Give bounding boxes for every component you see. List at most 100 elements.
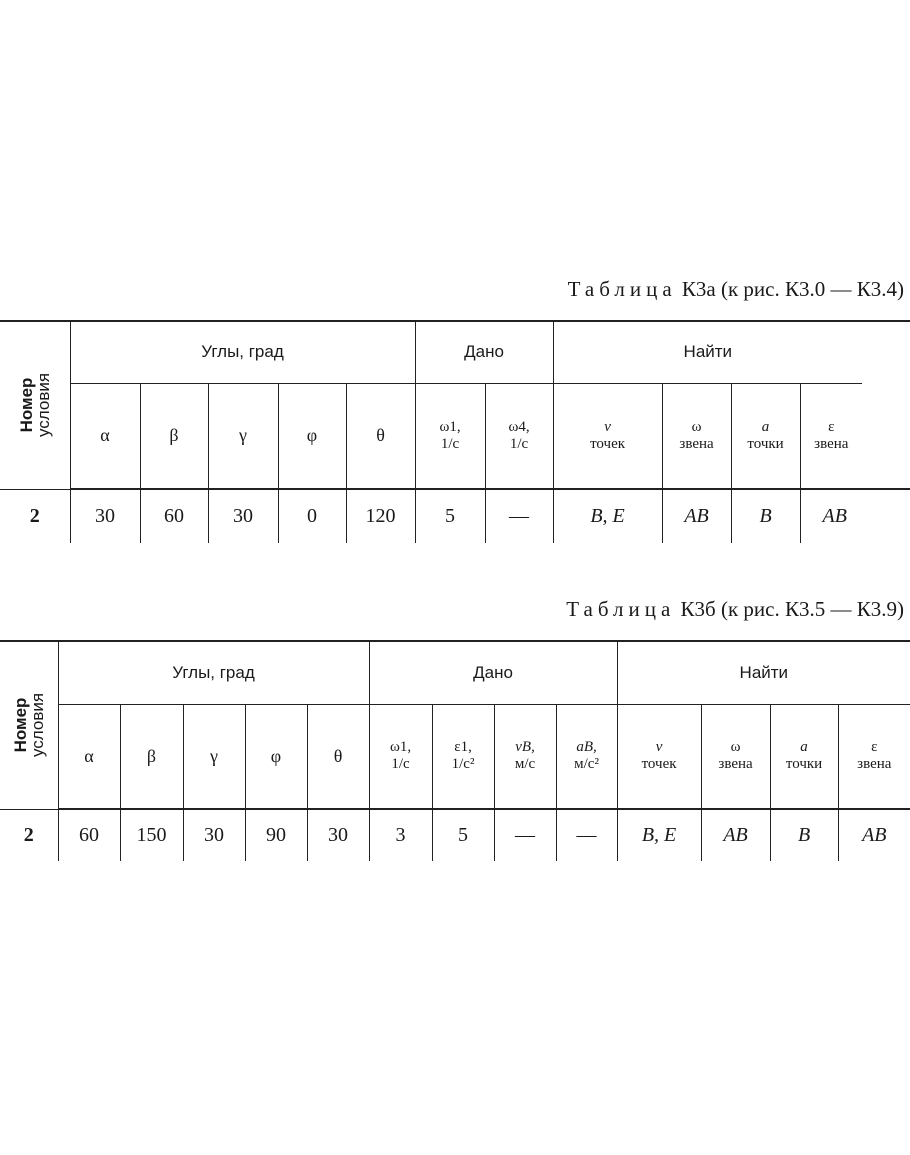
group-find: Найти — [616, 640, 910, 705]
cell: 30 — [207, 488, 279, 543]
col-epsilon1: ε1, 1/c² — [431, 703, 495, 810]
col-unit: точки — [785, 756, 823, 773]
cell: B, E — [552, 488, 663, 543]
group-angles: Углы, град — [69, 320, 416, 384]
col-unit: звена — [857, 756, 892, 773]
cell: 3 — [368, 808, 433, 861]
col-unit: точек — [590, 435, 626, 452]
cell: AB — [700, 808, 771, 861]
group-given: Дано — [414, 320, 554, 384]
col-label: ω1, — [389, 739, 412, 756]
table-row: 2 30 60 30 0 120 5 — B, E AB B AB — [0, 488, 910, 543]
col-label: ω — [730, 739, 741, 756]
group-angles: Углы, град — [57, 640, 370, 705]
cell: 30 — [69, 488, 141, 543]
col-aB: aB, м/c² — [555, 703, 618, 810]
col-phi: φ — [244, 703, 308, 810]
empty-cell — [862, 383, 910, 490]
col-theta: θ — [345, 382, 416, 490]
col-beta: β — [119, 703, 184, 810]
col-label: ε — [828, 418, 835, 435]
col-a-point: a точки — [730, 382, 801, 490]
col-unit: 1/c — [391, 756, 410, 773]
row-number-header: Номер условия — [0, 320, 71, 490]
title-rest: К3б (к рис. К3.5 — К3.9) — [680, 597, 904, 621]
group-find: Найти — [552, 320, 863, 384]
col-unit: 1/c — [440, 435, 460, 452]
cell: 2 — [0, 488, 71, 543]
col-theta: θ — [306, 703, 370, 810]
cell: AB — [799, 488, 910, 543]
col-omega1: ω1, 1/c — [414, 382, 486, 490]
col-alpha: α — [57, 703, 121, 810]
table-row: 2 60 150 30 90 30 3 5 — — B, E AB B AB — [0, 808, 910, 861]
col-label: ε1, — [454, 739, 472, 756]
row-header-line1: Номер — [16, 377, 36, 433]
col-epsilon-link: ε звена — [799, 382, 863, 490]
col-unit: м/c — [514, 756, 536, 773]
col-label: aB, — [576, 739, 597, 756]
table-b: Номер условия Углы, град Дано Найти α β γ… — [0, 640, 910, 861]
col-label: a — [761, 418, 770, 435]
cell: 2 — [0, 808, 59, 861]
cell: B — [769, 808, 839, 861]
group-given: Дано — [368, 640, 618, 705]
col-unit: точки — [747, 435, 784, 452]
cell: 60 — [57, 808, 121, 861]
cell: AB — [837, 808, 910, 861]
cell: 90 — [244, 808, 308, 861]
cell: 0 — [277, 488, 347, 543]
cell: 120 — [345, 488, 416, 543]
col-label: ω1, — [439, 418, 461, 435]
col-omega4: ω4, 1/c — [484, 382, 554, 490]
row-header-line2: условия — [33, 373, 53, 438]
title-rest: К3а (к рис. К3.0 — К3.4) — [681, 277, 904, 301]
col-vB: vB, м/c — [493, 703, 557, 810]
row-header-line2: условия — [27, 693, 47, 758]
cell: — — [555, 808, 618, 861]
col-unit: точек — [641, 756, 677, 773]
col-phi: φ — [277, 382, 347, 490]
cell: 150 — [119, 808, 184, 861]
col-label: ω — [691, 418, 702, 435]
col-gamma: γ — [207, 382, 279, 490]
col-label: ω4, — [508, 418, 530, 435]
row-number-header: Номер условия — [0, 640, 59, 810]
col-unit: звена — [814, 435, 849, 452]
col-label: v — [655, 739, 663, 756]
col-omega1: ω1, 1/c — [368, 703, 433, 810]
title-word: Таблица — [567, 277, 677, 301]
cell: B — [730, 488, 801, 543]
empty-cell — [862, 320, 910, 383]
title-word: Таблица — [566, 597, 676, 621]
table-b-title: Таблица К3б (к рис. К3.5 — К3.9) — [566, 597, 904, 622]
cell: B, E — [616, 808, 702, 861]
table-a: Номер условия Углы, град Дано Найти α β γ… — [0, 320, 910, 543]
col-label: ε — [871, 739, 878, 756]
cell: AB — [661, 488, 732, 543]
col-epsilon-link: ε звена — [837, 703, 910, 810]
col-beta: β — [139, 382, 209, 490]
col-omega-link: ω звена — [661, 382, 732, 490]
row-header-line1: Номер — [10, 697, 30, 753]
cell: 30 — [306, 808, 370, 861]
col-unit: звена — [679, 435, 714, 452]
col-label: v — [604, 418, 611, 435]
table-a-title: Таблица К3а (к рис. К3.0 — К3.4) — [568, 277, 904, 302]
cell: 30 — [182, 808, 246, 861]
col-label: vB, — [515, 739, 535, 756]
cell: 60 — [139, 488, 209, 543]
col-omega-link: ω звена — [700, 703, 771, 810]
cell: 5 — [431, 808, 495, 861]
col-unit: м/c² — [574, 756, 599, 773]
cell: — — [484, 488, 554, 543]
col-unit: 1/c — [509, 435, 529, 452]
col-v-points: v точек — [616, 703, 702, 810]
col-gamma: γ — [182, 703, 246, 810]
col-label: a — [800, 739, 808, 756]
cell: — — [493, 808, 557, 861]
col-unit: звена — [718, 756, 753, 773]
col-v-points: v точек — [552, 382, 663, 490]
col-alpha: α — [69, 382, 141, 490]
col-a-point: a точки — [769, 703, 839, 810]
